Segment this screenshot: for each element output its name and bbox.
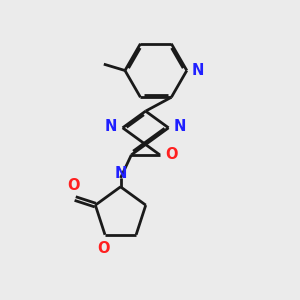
Text: O: O bbox=[165, 147, 178, 162]
Text: O: O bbox=[68, 178, 80, 193]
Text: N: N bbox=[114, 166, 127, 181]
Text: N: N bbox=[192, 63, 204, 78]
Text: O: O bbox=[97, 241, 110, 256]
Text: N: N bbox=[105, 119, 117, 134]
Text: N: N bbox=[174, 119, 186, 134]
